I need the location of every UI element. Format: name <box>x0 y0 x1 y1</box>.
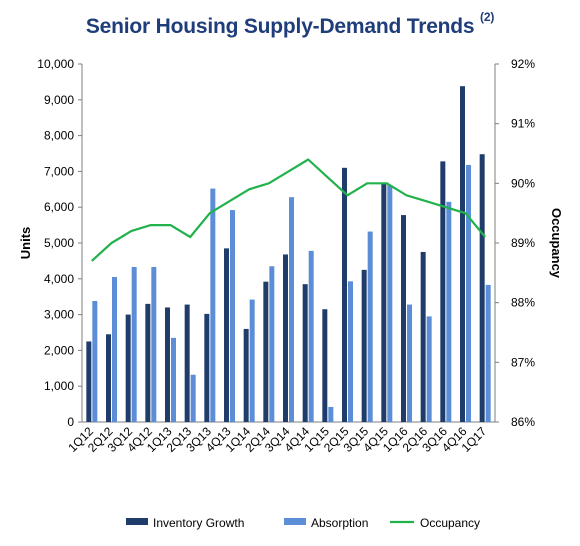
y-tick-label: 9,000 <box>44 93 74 107</box>
absorption-bar <box>348 281 353 422</box>
absorption-bar <box>407 304 412 422</box>
chart-title-footnote: (2) <box>480 10 495 24</box>
y-tick-label: 4,000 <box>44 272 74 286</box>
absorption-bar <box>230 210 235 422</box>
absorption-bar <box>269 266 275 422</box>
y2-tick-label: 87% <box>511 355 535 369</box>
legend-label-occupancy: Occupancy <box>420 516 480 530</box>
inventory-growth-bar <box>342 167 347 422</box>
inventory-growth-bar <box>479 154 485 422</box>
inventory-growth-bar <box>460 86 465 423</box>
inventory-growth-bar <box>361 269 367 422</box>
y-tick-label: 2,000 <box>44 343 74 357</box>
legend-label-absorption: Absorption <box>311 516 368 530</box>
y2-tick-label: 91% <box>511 117 535 131</box>
y2-tick-label: 89% <box>511 236 535 250</box>
inventory-growth-bar <box>420 251 426 422</box>
absorption-bar <box>112 277 117 422</box>
absorption-bar <box>210 188 216 422</box>
inventory-growth-bar <box>302 284 308 422</box>
inventory-growth-bar <box>440 161 446 422</box>
y-tick-label: 5,000 <box>44 236 74 250</box>
absorption-bar <box>92 300 98 422</box>
y2-tick-label: 88% <box>511 296 535 310</box>
absorption-bar <box>466 164 471 422</box>
y2-tick-label: 92% <box>511 57 535 71</box>
inventory-growth-bar <box>184 304 190 422</box>
absorption-bar <box>367 231 373 422</box>
inventory-growth-bar <box>322 309 328 422</box>
absorption-bar <box>308 250 314 422</box>
absorption-bar <box>426 316 432 422</box>
inventory-growth-bar <box>263 281 269 422</box>
absorption-bar <box>249 299 255 422</box>
y-tick-label: 6,000 <box>44 200 74 214</box>
y-tick-label: 10,000 <box>37 57 74 71</box>
inventory-growth-bar <box>145 303 151 422</box>
absorption-bar <box>151 266 157 422</box>
y2-tick-label: 86% <box>511 415 535 429</box>
legend-swatch-absorption <box>284 518 306 525</box>
inventory-growth-bar <box>204 313 210 422</box>
y-tick-label: 8,000 <box>44 129 74 143</box>
inventory-growth-bar <box>283 254 288 422</box>
inventory-growth-bar <box>165 307 170 422</box>
y2-tick-label: 90% <box>511 176 535 190</box>
y-axis-title: Units <box>18 227 33 260</box>
inventory-growth-bar <box>86 341 92 422</box>
y-tick-label: 1,000 <box>44 379 74 393</box>
legend-label-inventory-growth: Inventory Growth <box>153 516 244 530</box>
absorption-bar <box>485 284 491 422</box>
absorption-bar <box>131 266 137 422</box>
y2-axis-title: Occupancy <box>549 208 564 279</box>
y-tick-label: 7,000 <box>44 164 74 178</box>
absorption-bar <box>171 337 176 422</box>
occupancy-line <box>91 158 487 262</box>
absorption-bar <box>446 201 452 422</box>
absorption-bar <box>328 406 334 422</box>
absorption-bar <box>289 197 294 422</box>
inventory-growth-bar <box>125 314 131 422</box>
chart-title-text: Senior Housing Supply-Demand Trends <box>85 15 475 38</box>
chart-title: Senior Housing Supply-Demand Trends (2) <box>0 10 580 39</box>
absorption-bar <box>387 185 393 422</box>
y-tick-label: 0 <box>67 415 74 429</box>
legend-swatch-inventory-growth <box>126 518 148 525</box>
inventory-growth-bar <box>243 328 249 422</box>
inventory-growth-bar <box>381 183 387 422</box>
inventory-growth-bar <box>401 215 406 422</box>
inventory-growth-bar <box>106 334 111 422</box>
y-tick-label: 3,000 <box>44 308 74 322</box>
inventory-growth-bar <box>224 248 229 422</box>
absorption-bar <box>190 374 196 422</box>
